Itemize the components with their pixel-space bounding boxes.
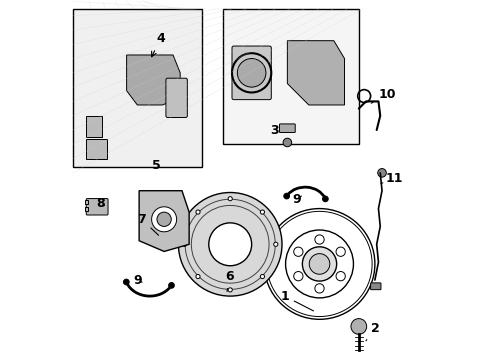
Circle shape: [157, 212, 171, 226]
Circle shape: [302, 247, 336, 281]
Circle shape: [228, 288, 232, 292]
FancyBboxPatch shape: [370, 283, 380, 290]
Circle shape: [260, 210, 264, 214]
Circle shape: [151, 207, 176, 232]
Circle shape: [273, 242, 277, 246]
FancyBboxPatch shape: [86, 199, 108, 215]
Circle shape: [335, 247, 345, 256]
Text: 9: 9: [134, 274, 142, 287]
Circle shape: [182, 242, 186, 246]
FancyBboxPatch shape: [279, 124, 295, 132]
Text: 5: 5: [151, 158, 160, 172]
Text: 6: 6: [224, 270, 233, 292]
Text: 1: 1: [280, 289, 313, 311]
Circle shape: [260, 274, 264, 279]
FancyBboxPatch shape: [85, 207, 88, 211]
Circle shape: [196, 274, 200, 279]
Circle shape: [293, 271, 303, 281]
Circle shape: [208, 223, 251, 266]
Polygon shape: [287, 41, 344, 105]
Circle shape: [322, 196, 327, 202]
Polygon shape: [126, 55, 180, 105]
Text: 9: 9: [292, 193, 301, 206]
Circle shape: [178, 193, 282, 296]
Text: 3: 3: [270, 124, 278, 137]
Text: 10: 10: [370, 88, 395, 103]
FancyBboxPatch shape: [165, 78, 187, 117]
Text: 7: 7: [137, 213, 158, 235]
Text: 11: 11: [380, 172, 402, 185]
FancyBboxPatch shape: [231, 46, 271, 100]
Circle shape: [283, 138, 291, 147]
Circle shape: [196, 210, 200, 214]
Polygon shape: [139, 191, 189, 251]
Circle shape: [293, 247, 303, 256]
Bar: [73, 9, 201, 167]
FancyBboxPatch shape: [85, 200, 88, 203]
Bar: [223, 9, 358, 144]
Circle shape: [283, 193, 289, 199]
Circle shape: [377, 168, 386, 177]
Circle shape: [314, 235, 324, 244]
Circle shape: [228, 197, 232, 201]
Circle shape: [123, 279, 129, 285]
Text: 4: 4: [151, 32, 164, 57]
Text: 8: 8: [96, 197, 104, 210]
Circle shape: [308, 254, 329, 274]
Polygon shape: [85, 139, 107, 158]
Polygon shape: [85, 116, 102, 137]
Circle shape: [314, 284, 324, 293]
Circle shape: [350, 319, 366, 334]
Circle shape: [237, 59, 265, 87]
Text: 2: 2: [365, 322, 379, 341]
Circle shape: [168, 283, 174, 288]
Circle shape: [335, 271, 345, 281]
